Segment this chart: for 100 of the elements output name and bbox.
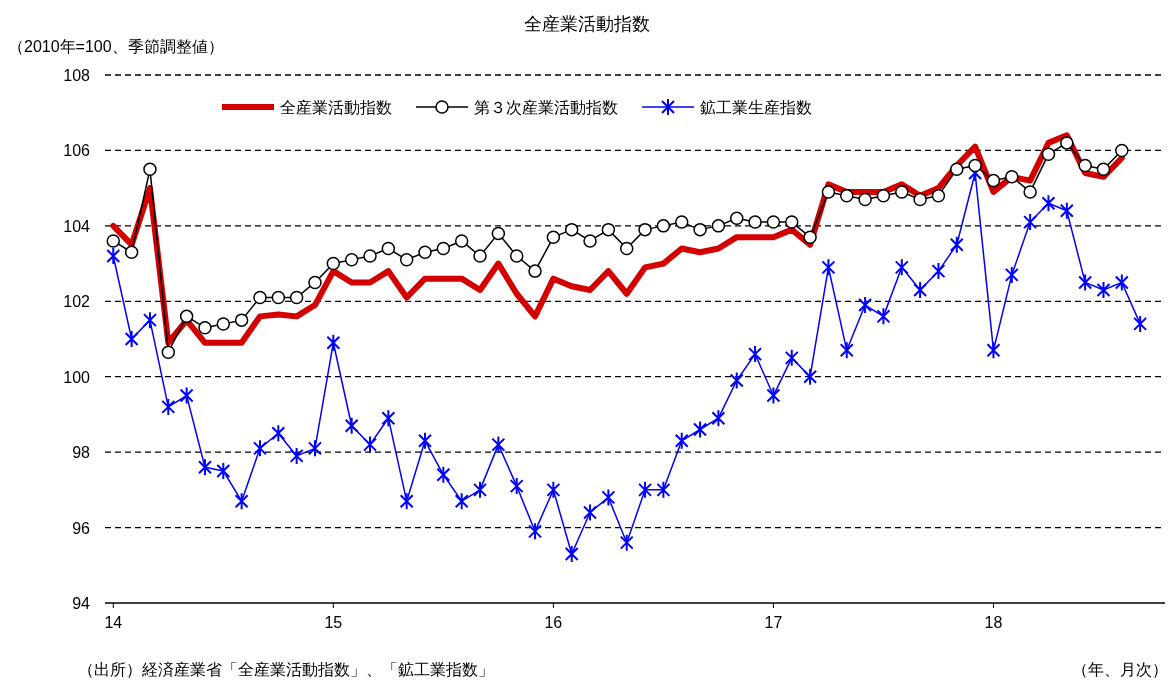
point <box>124 245 139 260</box>
point <box>289 446 304 465</box>
point <box>106 247 121 266</box>
point <box>344 253 359 267</box>
point <box>436 465 451 484</box>
point <box>546 230 561 244</box>
point <box>344 416 359 435</box>
point <box>106 234 121 248</box>
point <box>491 226 506 241</box>
point <box>1133 314 1148 333</box>
point <box>363 435 377 454</box>
x-tick-label: 14 <box>104 614 123 631</box>
point <box>307 439 322 458</box>
point <box>821 258 836 277</box>
point <box>803 367 818 386</box>
point <box>876 307 891 326</box>
point <box>931 262 946 281</box>
point <box>473 249 487 263</box>
point <box>821 185 836 199</box>
point <box>638 222 652 237</box>
point <box>252 439 267 458</box>
chart-title: 全産業活動指数 <box>524 14 650 34</box>
point <box>766 215 781 229</box>
point <box>418 431 433 450</box>
point <box>729 371 744 390</box>
point <box>363 249 377 263</box>
point <box>253 290 267 305</box>
point <box>143 162 157 177</box>
point <box>1023 185 1037 199</box>
point <box>546 480 561 499</box>
point <box>1059 201 1074 220</box>
y-tick-label: 98 <box>72 444 91 462</box>
text: （出所）経済産業省「全産業活動指数」、「鉱工業指数」 <box>78 661 494 678</box>
point <box>564 544 579 563</box>
point <box>876 188 891 203</box>
point <box>399 492 414 511</box>
point <box>674 431 689 450</box>
point <box>968 158 982 173</box>
point <box>931 188 946 203</box>
point <box>748 345 763 364</box>
point <box>674 215 689 229</box>
point <box>1023 213 1038 232</box>
point <box>858 192 872 207</box>
point <box>950 162 964 177</box>
point <box>949 235 964 254</box>
point <box>986 341 1001 360</box>
point <box>583 503 598 522</box>
point <box>234 313 249 327</box>
point <box>601 488 616 507</box>
point <box>601 222 616 237</box>
point <box>693 420 708 439</box>
point <box>161 397 176 416</box>
x-tick-label: 18 <box>984 614 1003 631</box>
point <box>381 241 396 256</box>
point <box>986 173 1001 188</box>
y-tick-label: 102 <box>63 293 91 311</box>
point <box>766 386 781 405</box>
y-tick-label: 94 <box>72 595 91 612</box>
point <box>399 253 414 267</box>
y-axis-title: （2010年=100、季節調整値） <box>8 38 224 55</box>
x-tick-label: 16 <box>544 614 563 631</box>
point <box>1114 273 1129 292</box>
point <box>491 435 506 454</box>
legend-label: 鉱工業生産指数 <box>700 99 812 116</box>
point <box>784 348 799 367</box>
point <box>693 222 707 237</box>
point <box>473 480 488 499</box>
y-tick-label: 104 <box>63 217 91 235</box>
x-tick-label: 15 <box>324 614 343 631</box>
point <box>1041 147 1056 161</box>
point <box>179 386 194 405</box>
point <box>528 264 542 278</box>
point <box>1004 265 1019 284</box>
point <box>326 333 341 352</box>
point <box>198 320 212 335</box>
x-tick-label: 17 <box>764 614 783 631</box>
point <box>894 258 909 277</box>
point <box>858 296 873 315</box>
point <box>895 185 909 199</box>
point <box>436 241 451 256</box>
point <box>271 424 286 443</box>
point <box>656 219 671 233</box>
point <box>271 290 286 305</box>
point <box>748 215 762 229</box>
point <box>1096 280 1111 299</box>
point <box>326 256 341 271</box>
point <box>234 492 249 511</box>
point <box>289 290 304 305</box>
point <box>509 477 524 496</box>
point <box>1078 158 1092 173</box>
point <box>1060 136 1074 150</box>
y-tick-label: 108 <box>63 67 91 84</box>
point <box>839 341 854 360</box>
y-tick-label: 106 <box>63 142 91 160</box>
point <box>656 480 671 499</box>
point <box>1005 170 1019 184</box>
point <box>638 480 653 499</box>
point <box>1115 143 1129 158</box>
point <box>454 492 469 511</box>
point <box>509 249 524 263</box>
